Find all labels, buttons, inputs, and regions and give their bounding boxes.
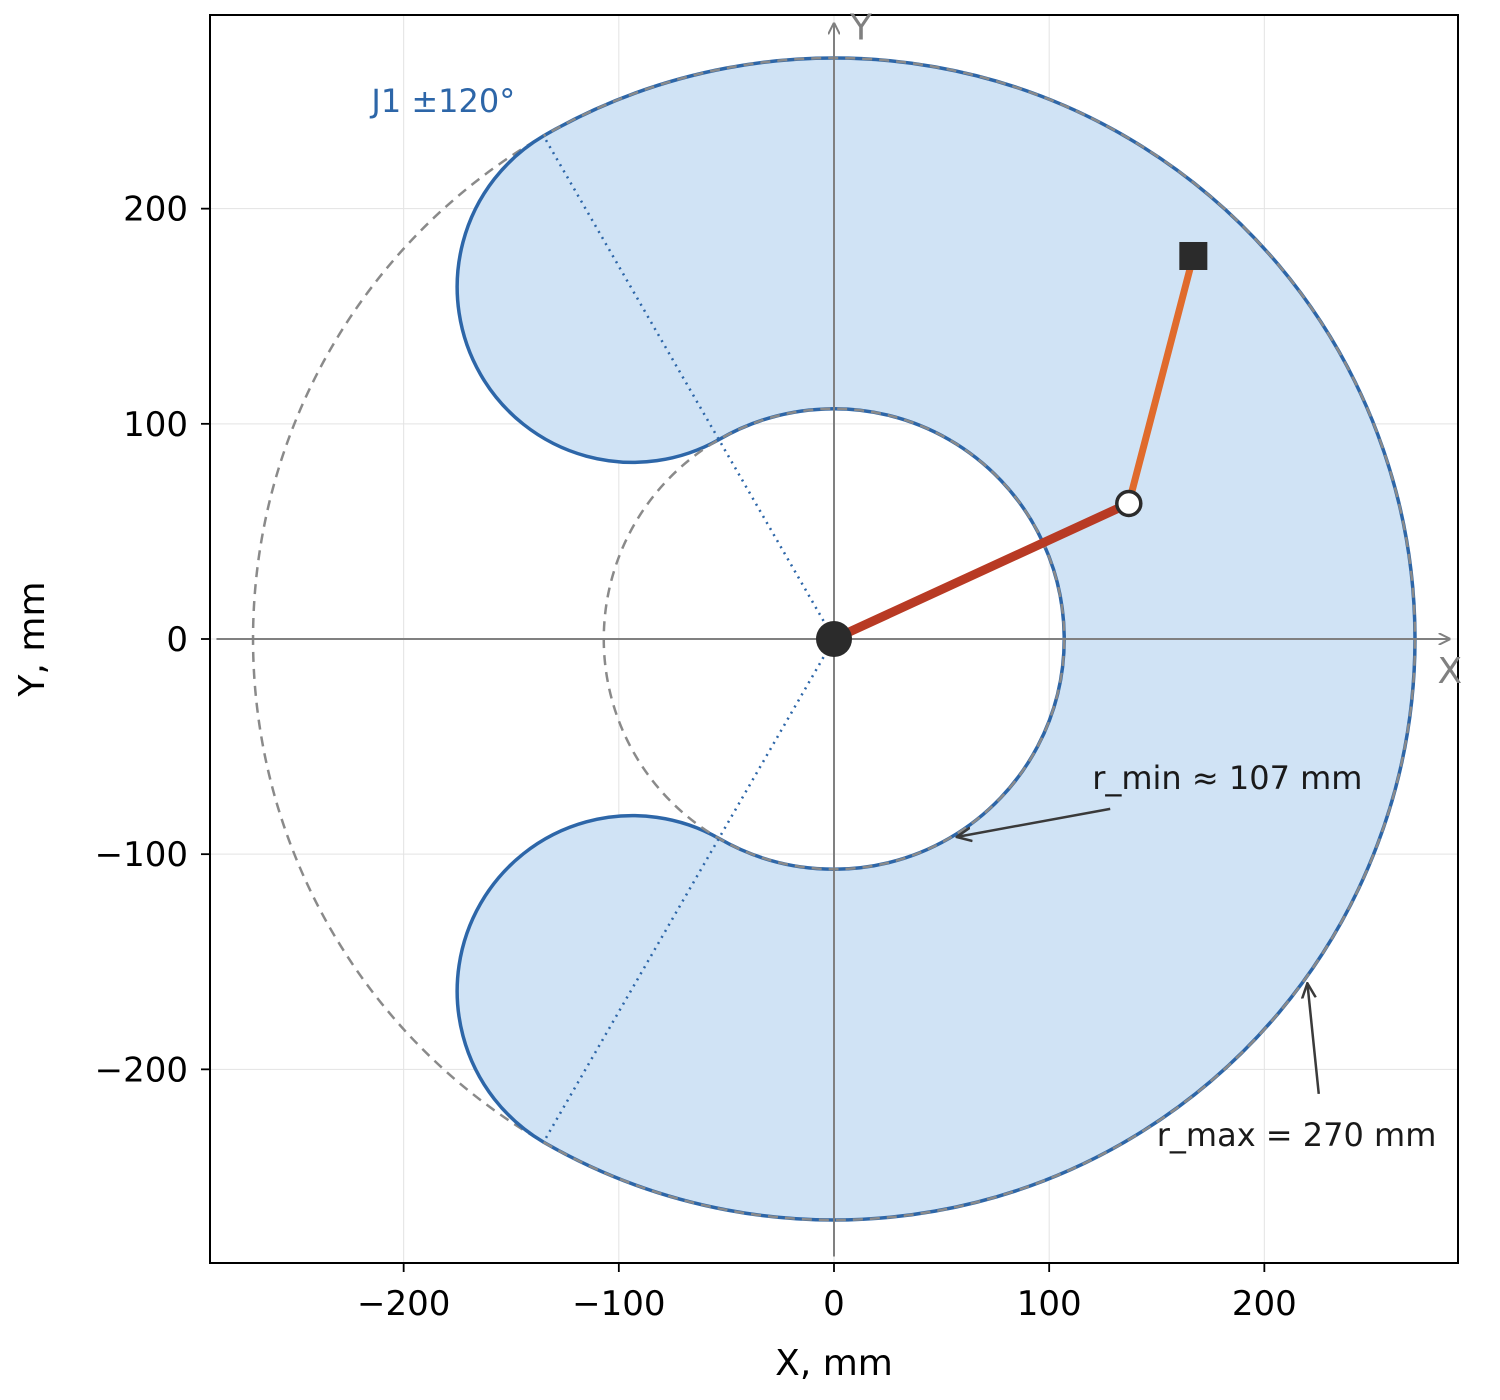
joint-limit-ray-lower xyxy=(542,638,836,1143)
x-tick-label-3: 100 xyxy=(1017,1284,1082,1324)
link-1 xyxy=(829,498,1134,644)
base-joint xyxy=(816,621,852,657)
y-tick-label-1: −100 xyxy=(95,835,188,875)
link-2 xyxy=(1125,252,1197,507)
y-tick-label-3: 100 xyxy=(123,405,188,445)
end-effector-marker xyxy=(1179,241,1208,270)
x-tick-label-1: −100 xyxy=(572,1284,665,1324)
joint-limit-label: J1 ±120° xyxy=(369,82,515,120)
workspace-layer xyxy=(216,24,1449,1257)
r-min-arrow xyxy=(957,807,1111,837)
tick-labels: −200 −100 0 100 200 −200 −100 0 100 200 xyxy=(95,190,1297,1324)
y-tick-label-4: 200 xyxy=(123,190,188,230)
r-max-label: r_max = 270 mm xyxy=(1157,1116,1437,1154)
x-tick-label-4: 200 xyxy=(1232,1284,1297,1324)
y-axis-letter: Y xyxy=(849,7,873,48)
joint-limit-ray-upper xyxy=(542,135,836,640)
y-tick-label-2: 0 xyxy=(166,620,188,660)
elbow-joint xyxy=(1115,489,1143,518)
x-tick-label-0: −200 xyxy=(357,1284,450,1324)
y-axis-label: Y, mm xyxy=(12,581,53,697)
annotations: X Y J1 ±120° r_min ≈ 107 mm r_max = 270 mm xyxy=(369,7,1462,1153)
y-tick-label-0: −200 xyxy=(95,1050,188,1090)
x-tick-label-2: 0 xyxy=(823,1284,845,1324)
x-axis-label: X, mm xyxy=(775,1343,893,1384)
x-axis-letter: X xyxy=(1438,651,1463,692)
r-max-arrow xyxy=(1307,983,1321,1095)
r-min-label: r_min ≈ 107 mm xyxy=(1092,759,1362,797)
